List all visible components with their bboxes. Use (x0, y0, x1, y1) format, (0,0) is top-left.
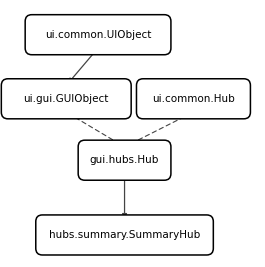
FancyBboxPatch shape (25, 15, 171, 55)
Text: ui.common.Hub: ui.common.Hub (152, 94, 235, 104)
Text: ui.gui.GUIObject: ui.gui.GUIObject (24, 94, 109, 104)
FancyBboxPatch shape (78, 140, 171, 180)
Text: gui.hubs.Hub: gui.hubs.Hub (90, 155, 159, 165)
Text: ui.common.UIObject: ui.common.UIObject (45, 30, 151, 40)
FancyBboxPatch shape (136, 79, 250, 119)
Text: hubs.summary.SummaryHub: hubs.summary.SummaryHub (49, 230, 200, 240)
FancyBboxPatch shape (36, 215, 213, 255)
FancyBboxPatch shape (1, 79, 131, 119)
